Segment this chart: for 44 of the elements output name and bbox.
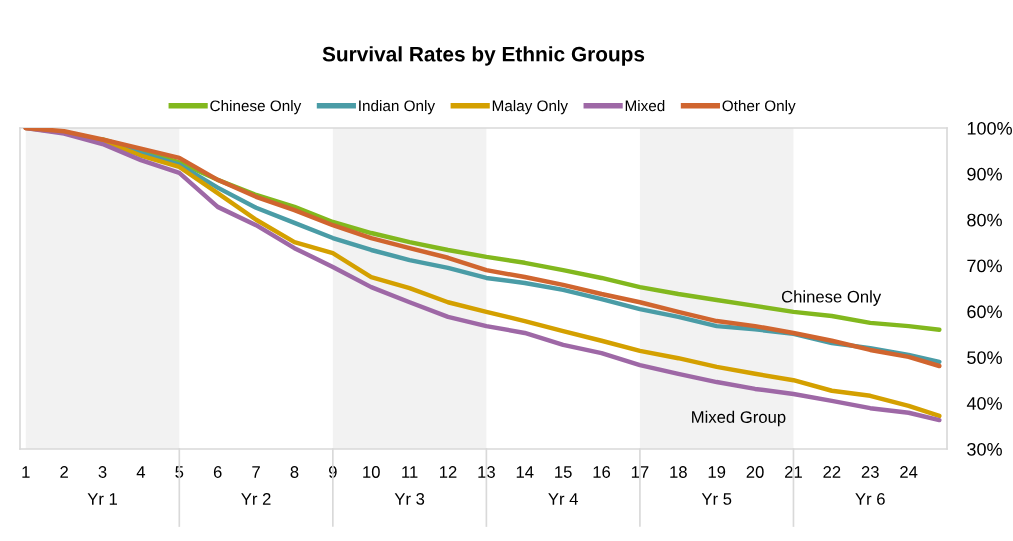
chart-title: Survival Rates by Ethnic Groups [322, 46, 645, 66]
text: Yr 4 [548, 493, 578, 505]
text: Yr 1 [87, 493, 117, 505]
legend-label: Malay Only [492, 100, 568, 115]
x-tick-label: 21 [785, 466, 802, 478]
x-tick-label: 16 [593, 466, 611, 478]
x-tick-label: 3 [98, 466, 107, 478]
y-tick-label: 60% [967, 305, 1002, 319]
text: Yr 5 [701, 493, 732, 505]
x-tick-label: 11 [402, 466, 418, 478]
x-tick-label: 13 [478, 466, 495, 478]
x-tick-label: 1 [22, 466, 30, 478]
text: Yr 2 [241, 493, 271, 505]
x-tick-label: 23 [861, 466, 879, 478]
x-tick-label: 12 [440, 466, 457, 478]
x-tick-label: 19 [708, 466, 726, 478]
x-tick-label: 22 [823, 466, 841, 478]
legend-label: Other Only [722, 100, 796, 115]
x-tick-label: 6 [213, 466, 222, 478]
x-tick-label: 24 [900, 466, 918, 478]
x-tick-label: 8 [290, 466, 299, 478]
y-tick-label: 90% [967, 167, 1002, 181]
legend-label: Mixed [625, 100, 665, 112]
annotation: Mixed Group [692, 410, 786, 427]
y-tick-label: 40% [966, 397, 1002, 410]
x-tick-label: 2 [60, 466, 68, 478]
annotation: Chinese Only [781, 290, 882, 306]
y-tick-label: 50% [967, 351, 1002, 365]
x-tick-label: 18 [670, 466, 687, 478]
x-tick-label: 20 [746, 466, 764, 478]
legend-label: Indian Only [359, 100, 436, 115]
x-tick-label: 17 [631, 466, 649, 478]
x-tick-label: 10 [363, 466, 380, 478]
y-tick-label: 80% [967, 213, 1002, 227]
x-tick-label: 4 [136, 466, 146, 478]
y-tick-label: 100% [967, 121, 1012, 135]
x-tick-label: 14 [516, 466, 534, 478]
text: Yr 6 [855, 493, 885, 505]
y-tick-label: 30% [967, 442, 1002, 456]
legend-label: Chinese Only [210, 100, 302, 115]
x-tick-label: 15 [555, 466, 572, 478]
text: Yr 3 [394, 493, 425, 505]
x-tick-label: 7 [252, 466, 260, 478]
y-tick-label: 70% [967, 259, 1002, 273]
